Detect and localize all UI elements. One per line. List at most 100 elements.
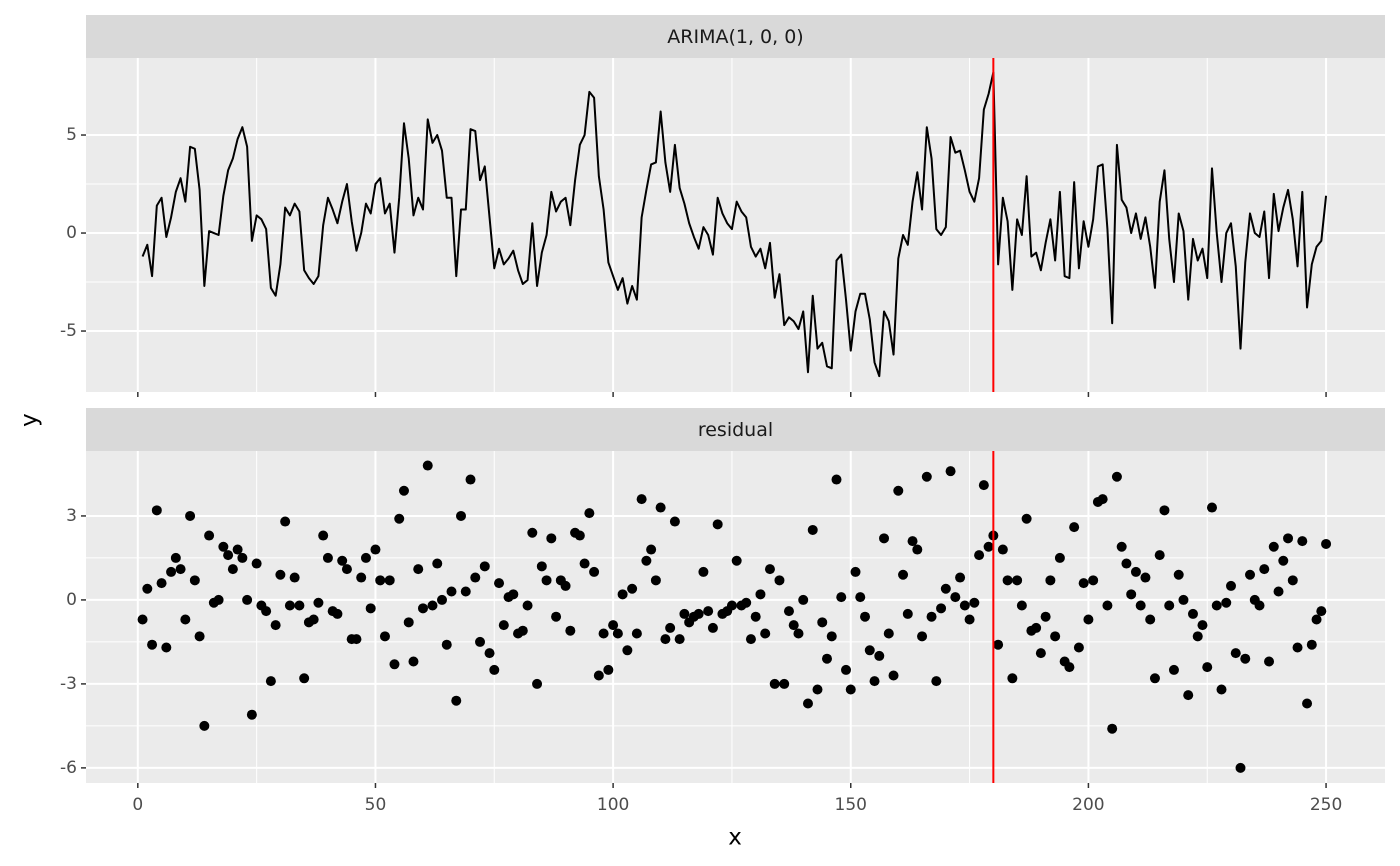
data-point [1216,684,1227,695]
data-point [142,583,153,594]
data-point [251,558,262,569]
data-point [997,544,1008,555]
data-point [807,524,818,535]
data-point [1111,471,1122,482]
data-point [1259,564,1270,575]
data-point [1211,600,1222,611]
data-point [551,611,562,622]
data-point [332,608,343,619]
data-point [826,631,837,642]
data-point [1130,566,1141,577]
data-point [565,625,576,636]
data-point [627,583,638,594]
data-point [779,678,790,689]
data-point [860,611,871,622]
data-point [156,578,167,589]
data-point [536,561,547,572]
data-point [379,631,390,642]
data-point [166,566,177,577]
data-point [384,575,395,586]
data-point [917,631,928,642]
x-tick-label: 150 [835,795,867,815]
data-point [1012,575,1023,586]
data-point [760,628,771,639]
data-point [1321,538,1332,549]
data-point [893,485,904,496]
data-point [788,620,799,631]
data-point [869,676,880,687]
data-point [151,505,162,516]
data-point [1178,594,1189,605]
data-point [223,550,234,561]
data-point [783,606,794,617]
data-point [451,695,462,706]
data-point [370,544,381,555]
data-point [978,480,989,491]
strip-label: ARIMA(1, 0, 0) [667,26,803,48]
data-point [1187,608,1198,619]
data-point [237,552,248,563]
data-point [522,600,533,611]
data-point [213,594,224,605]
data-point [964,614,975,625]
data-point [1297,536,1308,547]
data-point [1102,600,1113,611]
y-tick-label: 0 [66,590,77,610]
data-point [845,684,856,695]
data-point [199,720,210,731]
data-point [1016,600,1027,611]
data-point [299,673,310,684]
data-point [950,592,961,603]
data-point [841,664,852,675]
data-point [679,608,690,619]
data-point [1154,550,1165,561]
data-point [498,620,509,631]
data-point [750,611,761,622]
x-tick-label: 0 [132,795,143,815]
data-point [175,564,186,575]
data-point [669,516,680,527]
data-point [1168,664,1179,675]
data-point [413,564,424,575]
data-point [1097,494,1108,505]
data-point [294,600,305,611]
data-point [284,600,295,611]
data-point [280,516,291,527]
data-point [265,676,276,687]
panel [86,451,1385,783]
data-point [1073,642,1084,653]
data-point [356,572,367,583]
data-point [617,589,628,600]
data-point [969,597,980,608]
y-tick-label: 0 [66,223,77,243]
data-point [180,614,191,625]
y-tick-label: 3 [66,506,77,526]
data-point [242,594,253,605]
data-point [403,617,414,628]
data-point [879,533,890,544]
data-point [360,552,371,563]
data-point [593,670,604,681]
data-point [1183,690,1194,701]
data-point [817,617,828,628]
data-point [940,583,951,594]
data-point [1069,522,1080,533]
data-point [456,510,467,521]
data-point [693,608,704,619]
strip [86,408,1385,451]
data-point [1287,575,1298,586]
data-point [494,578,505,589]
data-point [850,566,861,577]
data-point [341,564,352,575]
data-point [655,502,666,513]
data-point [1121,558,1132,569]
data-point [1135,600,1146,611]
data-point [161,642,172,653]
x-tick-label: 250 [1310,795,1342,815]
data-point [936,603,947,614]
x-tick-label: 50 [365,795,387,815]
data-point [945,466,956,477]
data-point [1221,597,1232,608]
data-point [1283,533,1294,544]
